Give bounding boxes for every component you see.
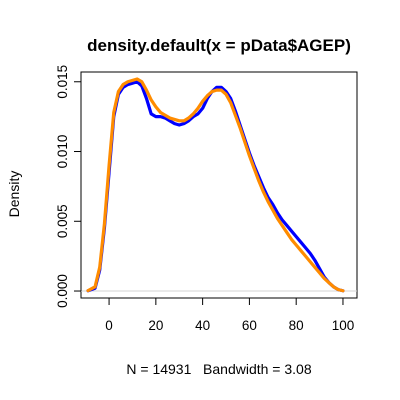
y-tick-label: 0.005 [55,204,70,238]
density-line-2 [86,77,345,293]
x-tick-label: 20 [148,318,163,333]
y-axis-label: Density [6,171,22,218]
x-tick-label: 0 [105,318,113,333]
x-axis-label: N = 14931 Bandwidth = 3.08 [126,361,311,377]
x-axis: 0 20 40 60 80 100 [105,297,355,333]
x-tick-label: 80 [289,318,304,333]
y-tick-label: 0.000 [55,274,70,308]
density-line-1 [86,80,345,293]
x-tick-label: 40 [195,318,210,333]
x-tick-label: 60 [242,318,257,333]
chart-title: density.default(x = pData$AGEP) [87,36,351,55]
x-tick-label: 100 [332,318,355,333]
y-tick-label: 0.010 [55,135,70,169]
y-tick-label: 0.015 [55,65,70,99]
series-layer [86,77,345,293]
plot-area [80,71,358,299]
y-axis: 0.000 0.005 0.010 0.015 [55,65,82,308]
